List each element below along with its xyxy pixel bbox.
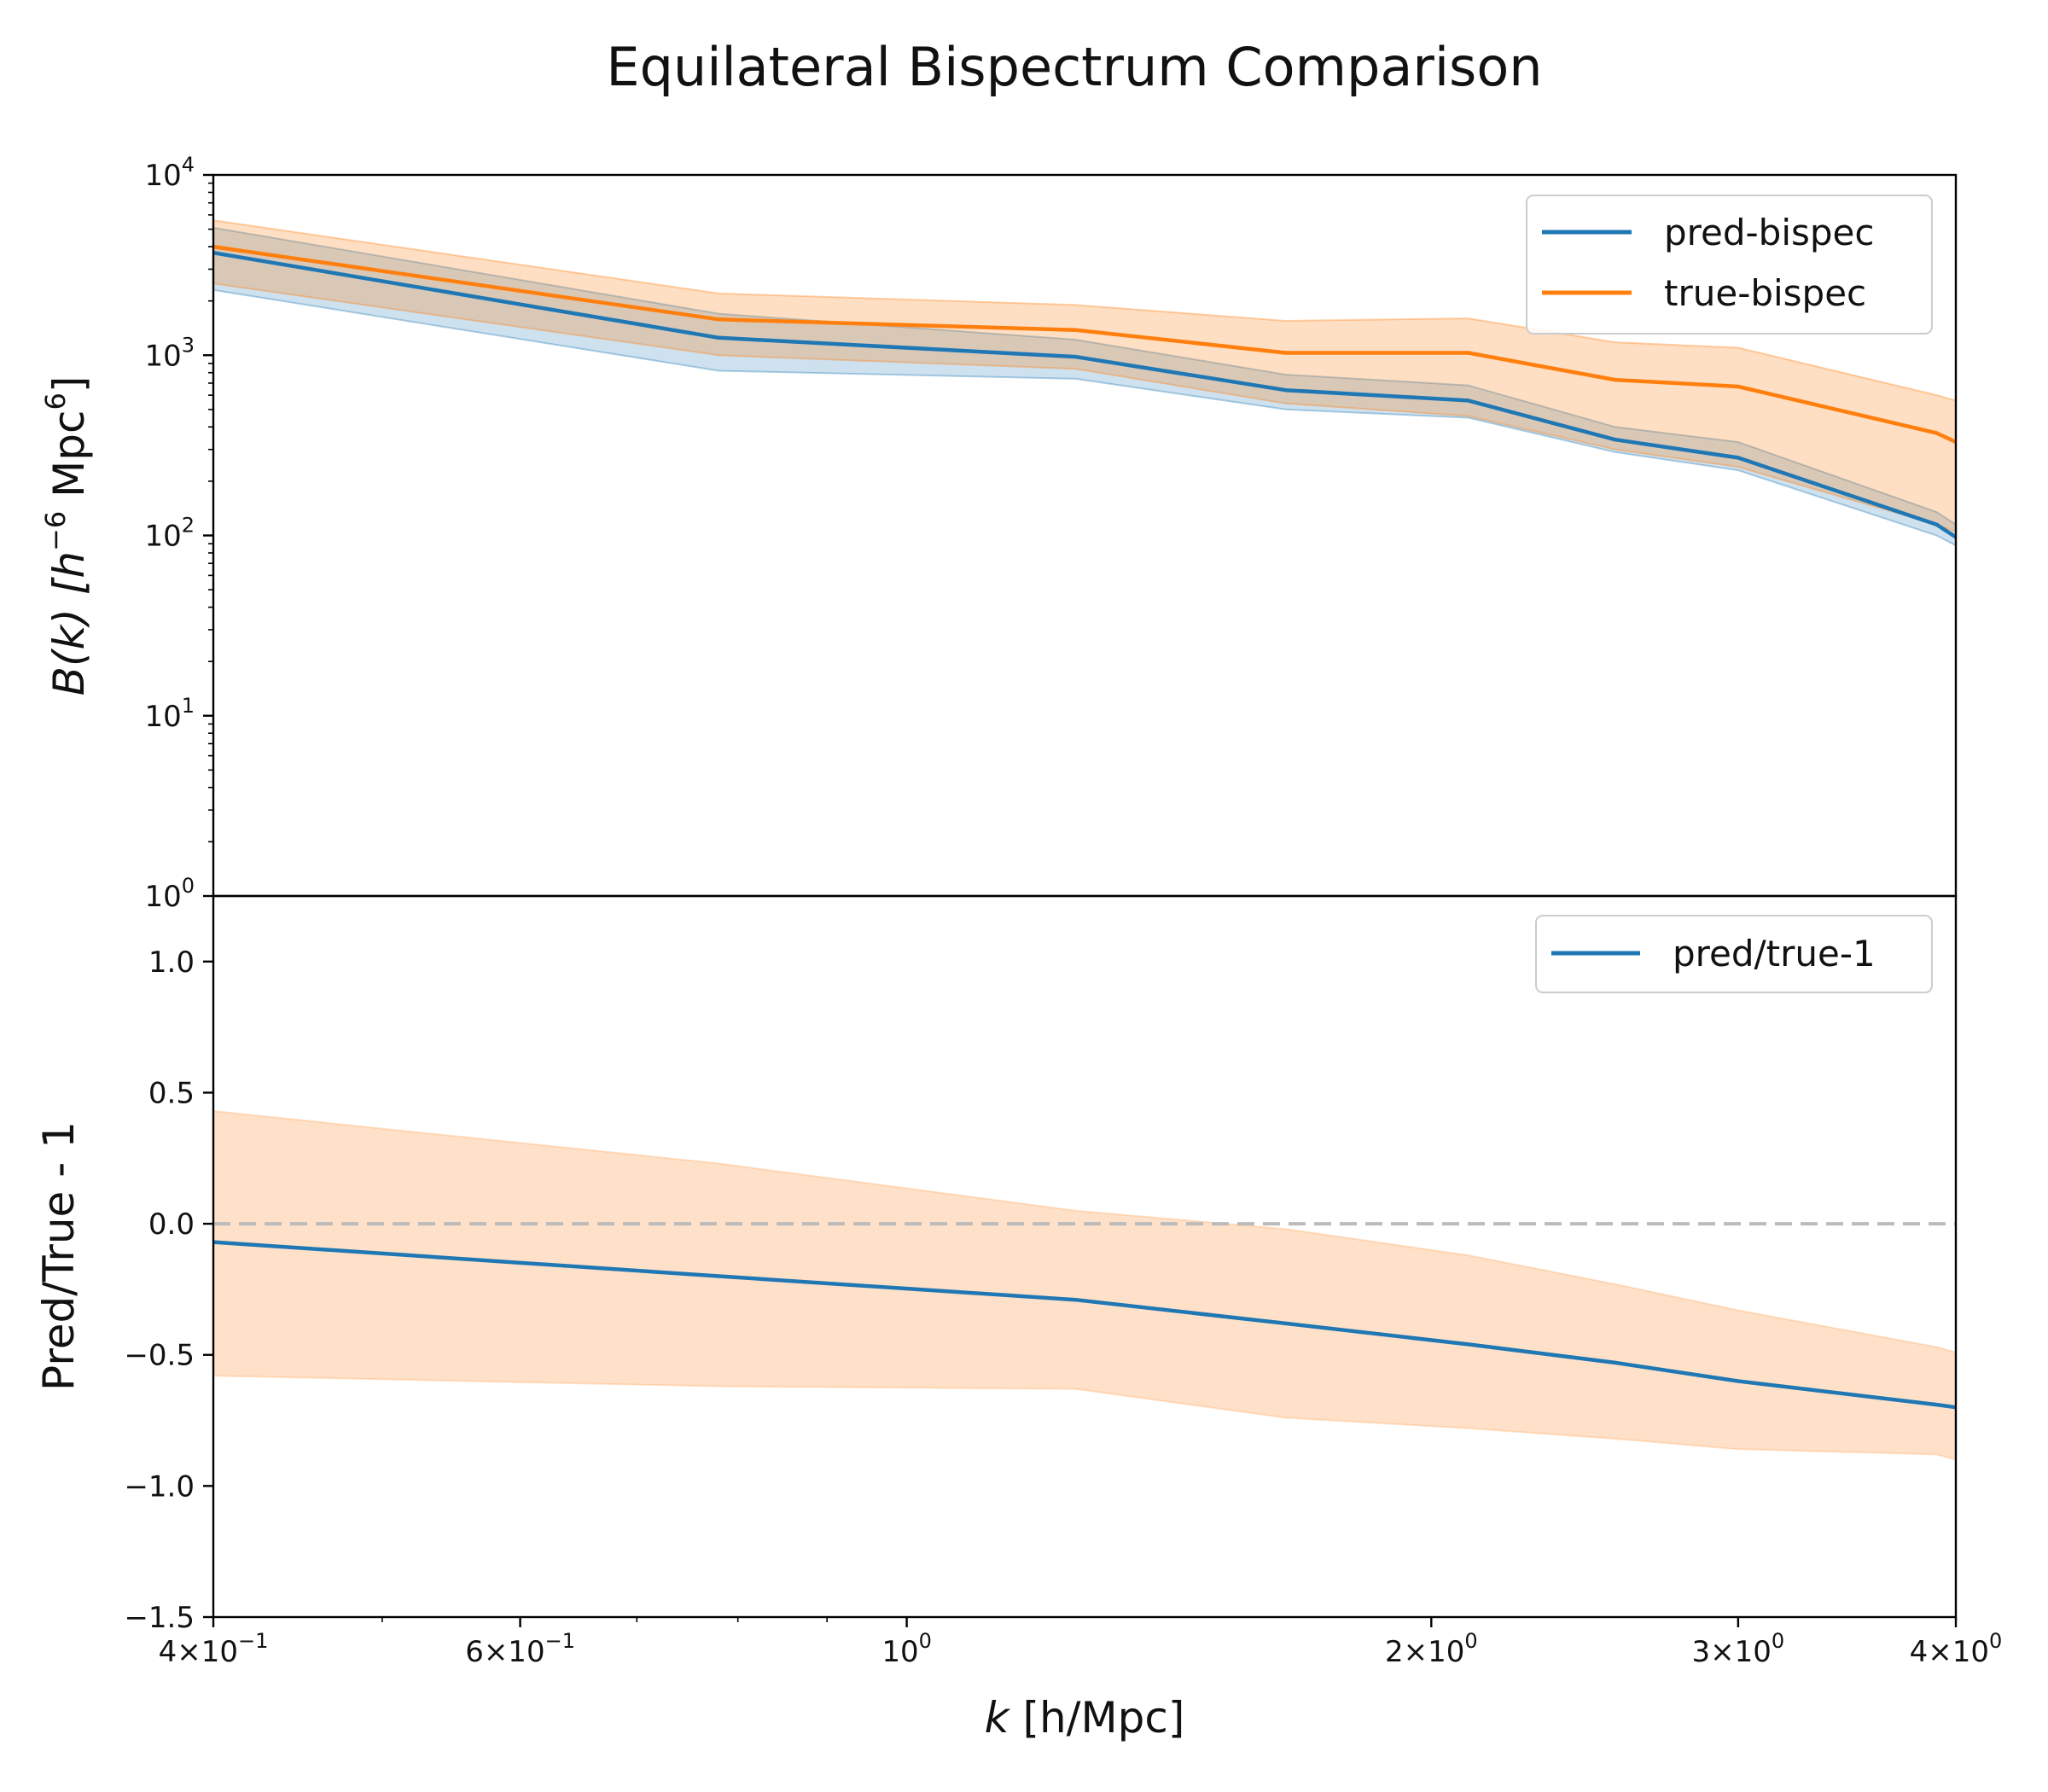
top-ylabel-prefix: B(k) [h	[44, 551, 94, 695]
bottom-axes-frame	[212, 894, 1958, 1619]
x-tick-label: 2×100	[1385, 1629, 1478, 1669]
x-tick-label: 6×10−1	[465, 1629, 575, 1669]
chart-title: Equilateral Bispectrum Comparison	[606, 36, 1542, 98]
bottom-legend: pred/true-1	[1535, 915, 1933, 993]
x-ticks: 4×10−1 6×10−1 100 2×100 3×100 4×100	[159, 1617, 2003, 1669]
top-y-tick-label: 104	[144, 153, 195, 193]
top-lines	[212, 244, 1958, 539]
top-panel: 100 101 102 103 104 B(k) [h−6 Mpc6] pred-bis…	[39, 153, 1958, 914]
line-pred-true-1	[212, 1240, 1957, 1410]
bottom-y-tick-label: −1.5	[124, 1601, 195, 1635]
top-y-axis-label: B(k) [h−6 Mpc6]	[39, 376, 94, 696]
legend-label-pred: pred-bispec	[1664, 212, 1874, 253]
x-tick-label: 4×10−1	[159, 1629, 269, 1669]
line-true-bispec	[212, 244, 1957, 445]
top-y-tick-label: 101	[144, 694, 195, 734]
x-axis-label: k [h/Mpc]	[985, 1693, 1185, 1743]
top-ylabel-suffix: ]	[44, 376, 94, 393]
bottom-y-tick-label: 0.0	[148, 1207, 195, 1242]
top-y-tick-label: 102	[144, 514, 195, 554]
line-pred-bispec	[212, 250, 1958, 539]
top-y-ticks: 100 101 102 103 104	[144, 153, 213, 914]
bottom-lines	[212, 1240, 1957, 1410]
bottom-y-ticks: 1.0 0.5 0.0 −0.5 −1.0 −1.5	[124, 945, 213, 1635]
legend-label-true: true-bispec	[1664, 272, 1866, 314]
x-tick-label: 4×100	[1910, 1629, 2003, 1669]
top-ylabel-middle: Mpc	[44, 410, 94, 511]
bottom-legend-box	[1535, 915, 1933, 993]
x-label-suffix: [h/Mpc]	[1009, 1693, 1185, 1743]
bottom-y-tick-label: 1.0	[148, 945, 195, 980]
x-tick-label: 100	[881, 1629, 932, 1669]
bottom-y-tick-label: 0.5	[148, 1076, 195, 1110]
x-label-prefix: k	[985, 1693, 1011, 1743]
top-legend: pred-bispec true-bispec	[1526, 195, 1933, 335]
bottom-panel: 1.0 0.5 0.0 −0.5 −1.0 −1.5 4×10−1 6×10−1 100 2×1…	[34, 894, 2003, 1669]
top-ylabel-exp2: 6	[39, 393, 72, 410]
bottom-y-axis-label: Pred/True - 1	[34, 1121, 84, 1391]
x-tick-label: 3×100	[1692, 1629, 1785, 1669]
bottom-y-tick-label: −0.5	[124, 1339, 195, 1373]
legend-label-ratio: pred/true-1	[1673, 933, 1876, 975]
bottom-y-tick-label: −1.0	[124, 1469, 195, 1504]
top-y-tick-label: 103	[144, 333, 195, 373]
top-ylabel-exp1: −6	[39, 511, 72, 551]
top-y-tick-label: 100	[144, 874, 195, 914]
